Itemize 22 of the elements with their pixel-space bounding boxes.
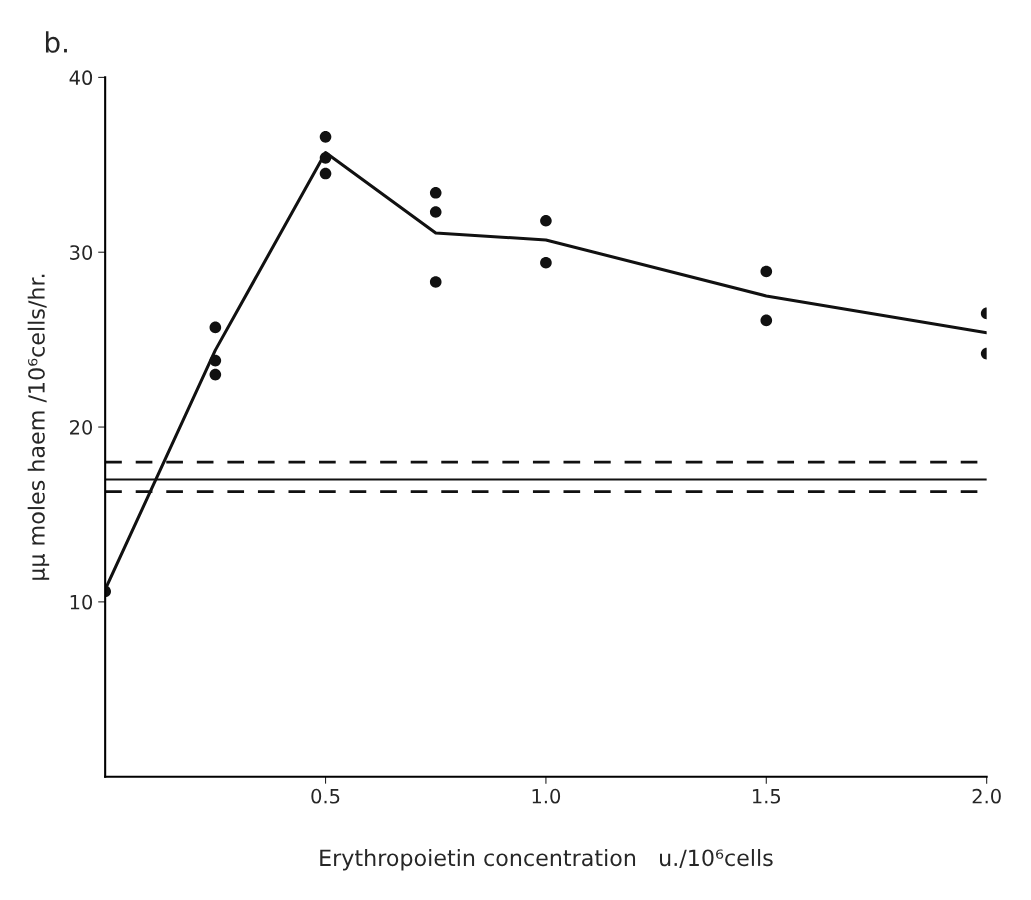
point	[209, 321, 222, 334]
x-axis-title: Erythropoietin concentration u./10⁶cells	[320, 848, 773, 871]
point	[429, 206, 442, 218]
x-tick-label: 1.0	[532, 788, 561, 804]
point	[540, 256, 552, 269]
point	[429, 186, 442, 199]
y-tick-label: 40	[69, 70, 93, 86]
point	[319, 167, 332, 180]
point	[540, 214, 552, 227]
point	[760, 265, 773, 278]
x-tick-label: 0.5	[311, 788, 340, 804]
point	[319, 131, 332, 143]
y-tick-label: 30	[70, 245, 93, 260]
point	[209, 368, 222, 381]
y-tick-label: 20	[70, 420, 93, 435]
y-tick-label: 10	[70, 594, 93, 610]
x-tick-label: 1.5	[752, 789, 781, 804]
y-axis-title: μμ moles haem /10⁶cells/hr.	[27, 274, 50, 580]
x-tick-label: 2.0	[972, 788, 1001, 804]
chart-title: b.	[45, 31, 67, 53]
point	[760, 314, 773, 327]
point	[429, 276, 442, 288]
